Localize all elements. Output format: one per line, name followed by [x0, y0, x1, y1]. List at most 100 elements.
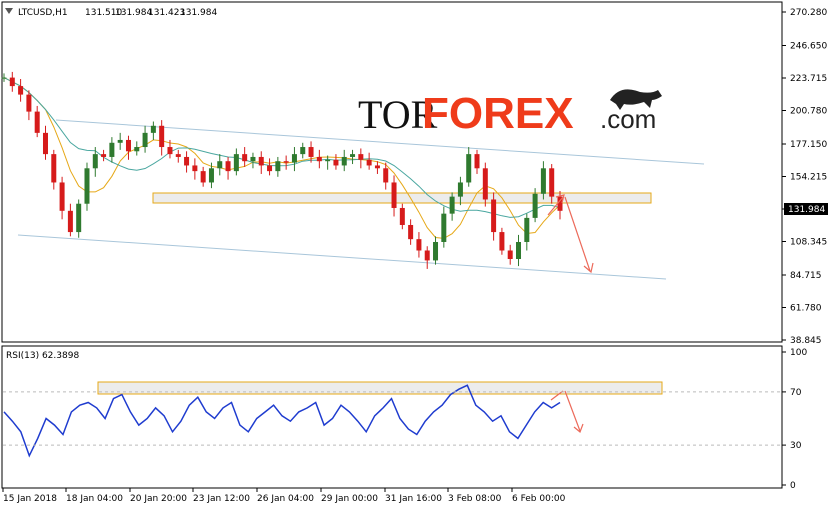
candle-body [76, 203, 82, 233]
rsi-arrow-up-line [550, 390, 564, 401]
time-tick-label: 3 Feb 08:00 [448, 494, 502, 504]
candle-body [92, 154, 98, 169]
candle-body [217, 161, 223, 169]
candle-body [208, 168, 214, 183]
price-tick-label: 61.780 [790, 303, 822, 313]
rsi-tick-label: 30 [790, 441, 802, 451]
candle-body [267, 165, 273, 172]
rsi-arrow-down-line [564, 390, 581, 432]
ohlc-low: 131.423 [148, 8, 185, 18]
candle-body [507, 250, 513, 259]
candle-body [34, 111, 40, 133]
candle-body [242, 154, 248, 162]
price-tick-label: 177.150 [790, 140, 827, 150]
candle-body [491, 199, 497, 233]
arrow-down-line [564, 196, 591, 272]
candle-body [134, 147, 140, 152]
rsi-tick-label: 70 [790, 388, 802, 398]
symbol-triangle-icon [5, 8, 13, 14]
watermark-tor: TOR [358, 92, 438, 137]
candle-body [59, 182, 65, 211]
candle-body [482, 168, 488, 200]
rsi-panel [1, 345, 783, 489]
candle-body [67, 210, 73, 233]
rsi-tick-label: 0 [790, 481, 796, 491]
time-axis: 15 Jan 2018 18 Jan 04:00 20 Jan 20:00 23 Ja… [2, 488, 566, 504]
rsi-label: RSI(13) 62.3898 [6, 351, 79, 361]
candle-body [316, 156, 322, 162]
moving-averages [3, 77, 561, 239]
candle-body [474, 154, 480, 169]
candle-body [167, 147, 173, 155]
price-tick-label: 84.715 [790, 271, 822, 281]
candle-body [416, 239, 422, 251]
candle-body [441, 213, 447, 242]
time-tick-label: 18 Jan 04:00 [66, 494, 123, 504]
current-price-label: 131.984 [788, 205, 825, 215]
time-tick-label: 23 Jan 12:00 [193, 494, 250, 504]
candle-body [200, 171, 206, 183]
ohlc-high: 131.984 [115, 8, 152, 18]
candle-body [1, 77, 7, 79]
candle-body [101, 154, 107, 157]
arrow-up-line [547, 196, 564, 216]
time-tick-label: 15 Jan 2018 [3, 494, 57, 504]
candle-body [333, 159, 339, 166]
candle-body [142, 132, 148, 148]
candle-body [532, 193, 538, 218]
candle-body [457, 182, 463, 197]
candle-body [358, 154, 364, 160]
candle-body [283, 161, 289, 163]
candle-body [192, 165, 198, 172]
candle-body [449, 196, 455, 214]
rsi-tick-label: 100 [790, 348, 807, 358]
candle-body [391, 182, 397, 208]
ohlc-open: 131.510 [85, 8, 122, 18]
bull-icon [610, 89, 662, 110]
price-tick-label: 154.215 [790, 172, 827, 182]
candle-body [499, 232, 505, 251]
time-tick-label: 29 Jan 00:00 [321, 494, 378, 504]
price-tick-label: 38.845 [790, 336, 822, 346]
price-tick-label: 108.345 [790, 238, 827, 248]
price-tick-label: 200.780 [790, 106, 827, 116]
candle-body [341, 156, 347, 166]
rsi-overbought-zone [97, 381, 663, 395]
candle-body [150, 125, 156, 133]
watermark-forex: FOREX [422, 89, 574, 138]
candle-body [399, 207, 405, 225]
rsi-line [3, 384, 561, 458]
candle-body [366, 159, 372, 166]
moving-average-line [3, 77, 561, 239]
rsi-arrow-down-head [573, 423, 584, 434]
candles [1, 71, 563, 269]
arrow-up-head [555, 194, 565, 204]
time-tick-label: 26 Jan 04:00 [257, 494, 314, 504]
time-tick-label: 6 Feb 00:00 [512, 494, 566, 504]
candle-body [516, 241, 522, 259]
watermark-logo: TOR FOREX .com [358, 89, 662, 138]
candle-body [233, 154, 239, 172]
candle-body [26, 94, 32, 112]
candle-body [51, 154, 57, 183]
time-tick-label: 31 Jan 16:00 [385, 494, 442, 504]
price-tick-label: 223.715 [790, 74, 827, 84]
candle-body [18, 86, 24, 95]
price-axis: 270.280 246.650 223.715 200.780 177.150 154.2… [782, 8, 827, 346]
channel-lower-line [17, 234, 667, 280]
price-tick-label: 270.280 [790, 8, 827, 18]
candle-body [258, 156, 264, 166]
candle-body [159, 125, 165, 148]
moving-average-line [3, 77, 561, 218]
candle-body [117, 139, 123, 143]
arrow-down-head [583, 262, 594, 274]
price-panel [1, 1, 783, 343]
candle-body [42, 132, 48, 155]
watermark-com: .com [600, 104, 656, 134]
candle-body [408, 224, 414, 240]
resistance-zone [152, 192, 652, 204]
forecast-arrows [547, 194, 594, 434]
candle-body [549, 168, 555, 197]
candle-body [557, 196, 563, 211]
